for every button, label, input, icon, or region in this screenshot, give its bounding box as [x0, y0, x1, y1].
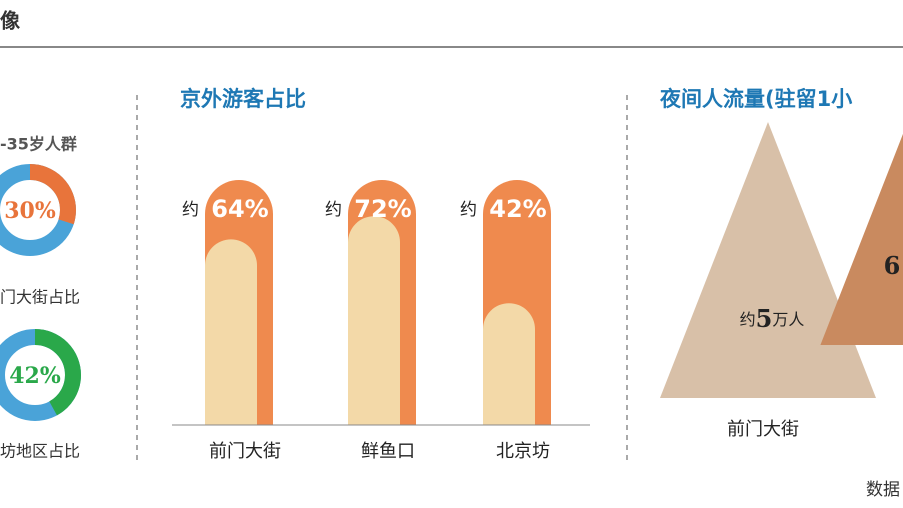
value-prefix: 约 [460, 200, 477, 220]
bar [348, 216, 400, 425]
donut-segment [0, 329, 81, 421]
value-label: 6 [884, 251, 901, 280]
triangle-title: 夜间人流量(驻留1小 [659, 87, 852, 111]
donut-label: 坊地区占比 [0, 442, 80, 461]
bar-title: 京外游客占比 [180, 87, 306, 111]
value-label: 约5万人 [740, 304, 805, 333]
category-label: 前门大街 [209, 441, 281, 462]
source: 数据 [866, 480, 900, 500]
category-label: 北京坊 [496, 441, 550, 462]
value-prefix: 约 [182, 200, 199, 220]
bar [205, 239, 257, 425]
donut-title: -35岁人群 [0, 135, 77, 154]
value-number: 6 [884, 251, 901, 280]
value-suffix: 万人 [772, 310, 804, 329]
category-label: 鲜鱼口 [361, 441, 415, 462]
donut-segment [0, 164, 76, 256]
triangle [820, 133, 903, 345]
value-label: 64% [211, 195, 268, 223]
triangle [660, 122, 876, 398]
value-prefix: 约 [740, 310, 756, 329]
value-label: 42% [489, 195, 546, 223]
value-prefix: 约 [325, 200, 342, 220]
bar [483, 303, 535, 425]
value-label: 72% [354, 195, 411, 223]
header-title: 像 [0, 9, 21, 33]
donut-label: 门大街占比 [0, 288, 80, 307]
donut-value: 30% [4, 198, 56, 224]
donut-value: 42% [9, 363, 61, 389]
category-label: 前门大街 [727, 419, 799, 440]
value-number: 5 [756, 304, 773, 333]
